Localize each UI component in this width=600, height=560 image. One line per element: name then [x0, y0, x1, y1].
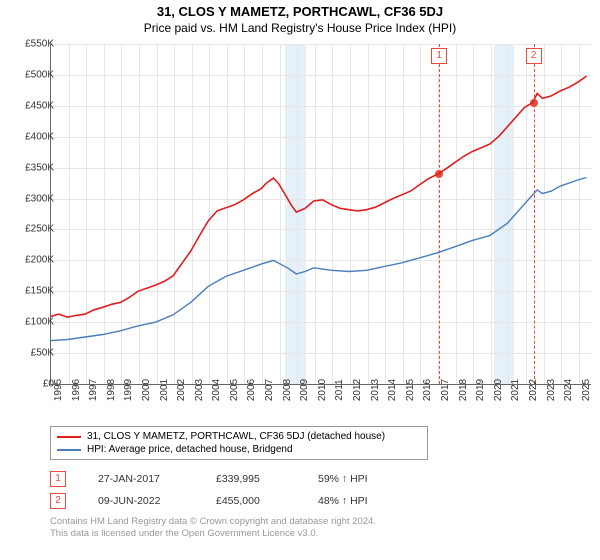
legend-row-property: 31, CLOS Y MAMETZ, PORTHCAWL, CF36 5DJ (… [57, 430, 421, 443]
x-tick-label: 2011 [334, 379, 345, 401]
legend-label-property: 31, CLOS Y MAMETZ, PORTHCAWL, CF36 5DJ (… [87, 431, 385, 442]
x-tick-label: 2015 [405, 379, 416, 401]
x-tick-label: 2006 [246, 379, 257, 401]
x-tick-label: 2021 [510, 379, 521, 401]
y-tick-label: £500K [14, 69, 54, 80]
datapoint-pct-1: 59% ↑ HPI [318, 473, 368, 485]
legend-label-hpi: HPI: Average price, detached house, Brid… [87, 444, 293, 455]
chart-subtitle: Price paid vs. HM Land Registry's House … [0, 19, 600, 37]
x-tick-label: 2007 [264, 379, 275, 401]
legend-row-hpi: HPI: Average price, detached house, Brid… [57, 443, 421, 456]
x-tick-label: 2000 [141, 379, 152, 401]
x-tick-label: 2024 [563, 379, 574, 401]
y-tick-label: £350K [14, 162, 54, 173]
y-tick-label: £200K [14, 255, 54, 266]
x-tick-label: 2008 [282, 379, 293, 401]
x-tick-label: 2022 [528, 379, 539, 401]
legend: 31, CLOS Y MAMETZ, PORTHCAWL, CF36 5DJ (… [50, 426, 428, 460]
series-line-property [50, 76, 587, 317]
y-tick-label: £100K [14, 317, 54, 328]
y-tick-label: £550K [14, 39, 54, 50]
series-line-hpi [50, 178, 587, 341]
datapoint-row-2: 2 09-JUN-2022 £455,000 48% ↑ HPI [50, 490, 368, 512]
x-tick-label: 2018 [458, 379, 469, 401]
x-tick-label: 2025 [581, 379, 592, 401]
x-tick-label: 2023 [546, 379, 557, 401]
x-tick-label: 2014 [387, 379, 398, 401]
x-tick-label: 2010 [317, 379, 328, 401]
datapoint-price-2: £455,000 [216, 495, 286, 507]
legend-swatch-hpi [57, 449, 81, 451]
datapoint-row-1: 1 27-JAN-2017 £339,995 59% ↑ HPI [50, 468, 368, 490]
x-tick-label: 2009 [299, 379, 310, 401]
datapoint-marker-2: 2 [50, 493, 66, 509]
chart-area: 12 [50, 44, 590, 384]
x-tick-label: 2002 [176, 379, 187, 401]
datapoints-table: 1 27-JAN-2017 £339,995 59% ↑ HPI 2 09-JU… [50, 468, 368, 512]
x-tick-label: 1996 [71, 379, 82, 401]
footer-line-2: This data is licensed under the Open Gov… [50, 528, 376, 540]
datapoint-date-2: 09-JUN-2022 [98, 495, 184, 507]
chart-title: 31, CLOS Y MAMETZ, PORTHCAWL, CF36 5DJ [0, 0, 600, 19]
datapoint-price-1: £339,995 [216, 473, 286, 485]
x-tick-label: 2017 [440, 379, 451, 401]
datapoint-marker-1: 1 [50, 471, 66, 487]
x-tick-label: 2004 [211, 379, 222, 401]
y-tick-label: £50K [14, 348, 54, 359]
y-tick-label: £250K [14, 224, 54, 235]
y-tick-label: £300K [14, 193, 54, 204]
x-tick-label: 1995 [53, 379, 64, 401]
x-tick-label: 2020 [493, 379, 504, 401]
footer-attribution: Contains HM Land Registry data © Crown c… [50, 516, 376, 541]
x-tick-label: 2012 [352, 379, 363, 401]
x-tick-label: 2013 [370, 379, 381, 401]
y-tick-label: £150K [14, 286, 54, 297]
datapoint-date-1: 27-JAN-2017 [98, 473, 184, 485]
x-tick-label: 2019 [475, 379, 486, 401]
x-tick-label: 2016 [422, 379, 433, 401]
x-tick-label: 2005 [229, 379, 240, 401]
datapoint-pct-2: 48% ↑ HPI [318, 495, 368, 507]
footer-line-1: Contains HM Land Registry data © Crown c… [50, 516, 376, 528]
x-tick-label: 2001 [159, 379, 170, 401]
y-tick-label: £450K [14, 100, 54, 111]
y-tick-label: £400K [14, 131, 54, 142]
x-tick-label: 1999 [123, 379, 134, 401]
x-tick-label: 2003 [194, 379, 205, 401]
x-tick-label: 1997 [88, 379, 99, 401]
legend-swatch-property [57, 436, 81, 438]
x-tick-label: 1998 [106, 379, 117, 401]
y-tick-label: £0 [14, 379, 54, 390]
chart-lines [50, 44, 590, 384]
